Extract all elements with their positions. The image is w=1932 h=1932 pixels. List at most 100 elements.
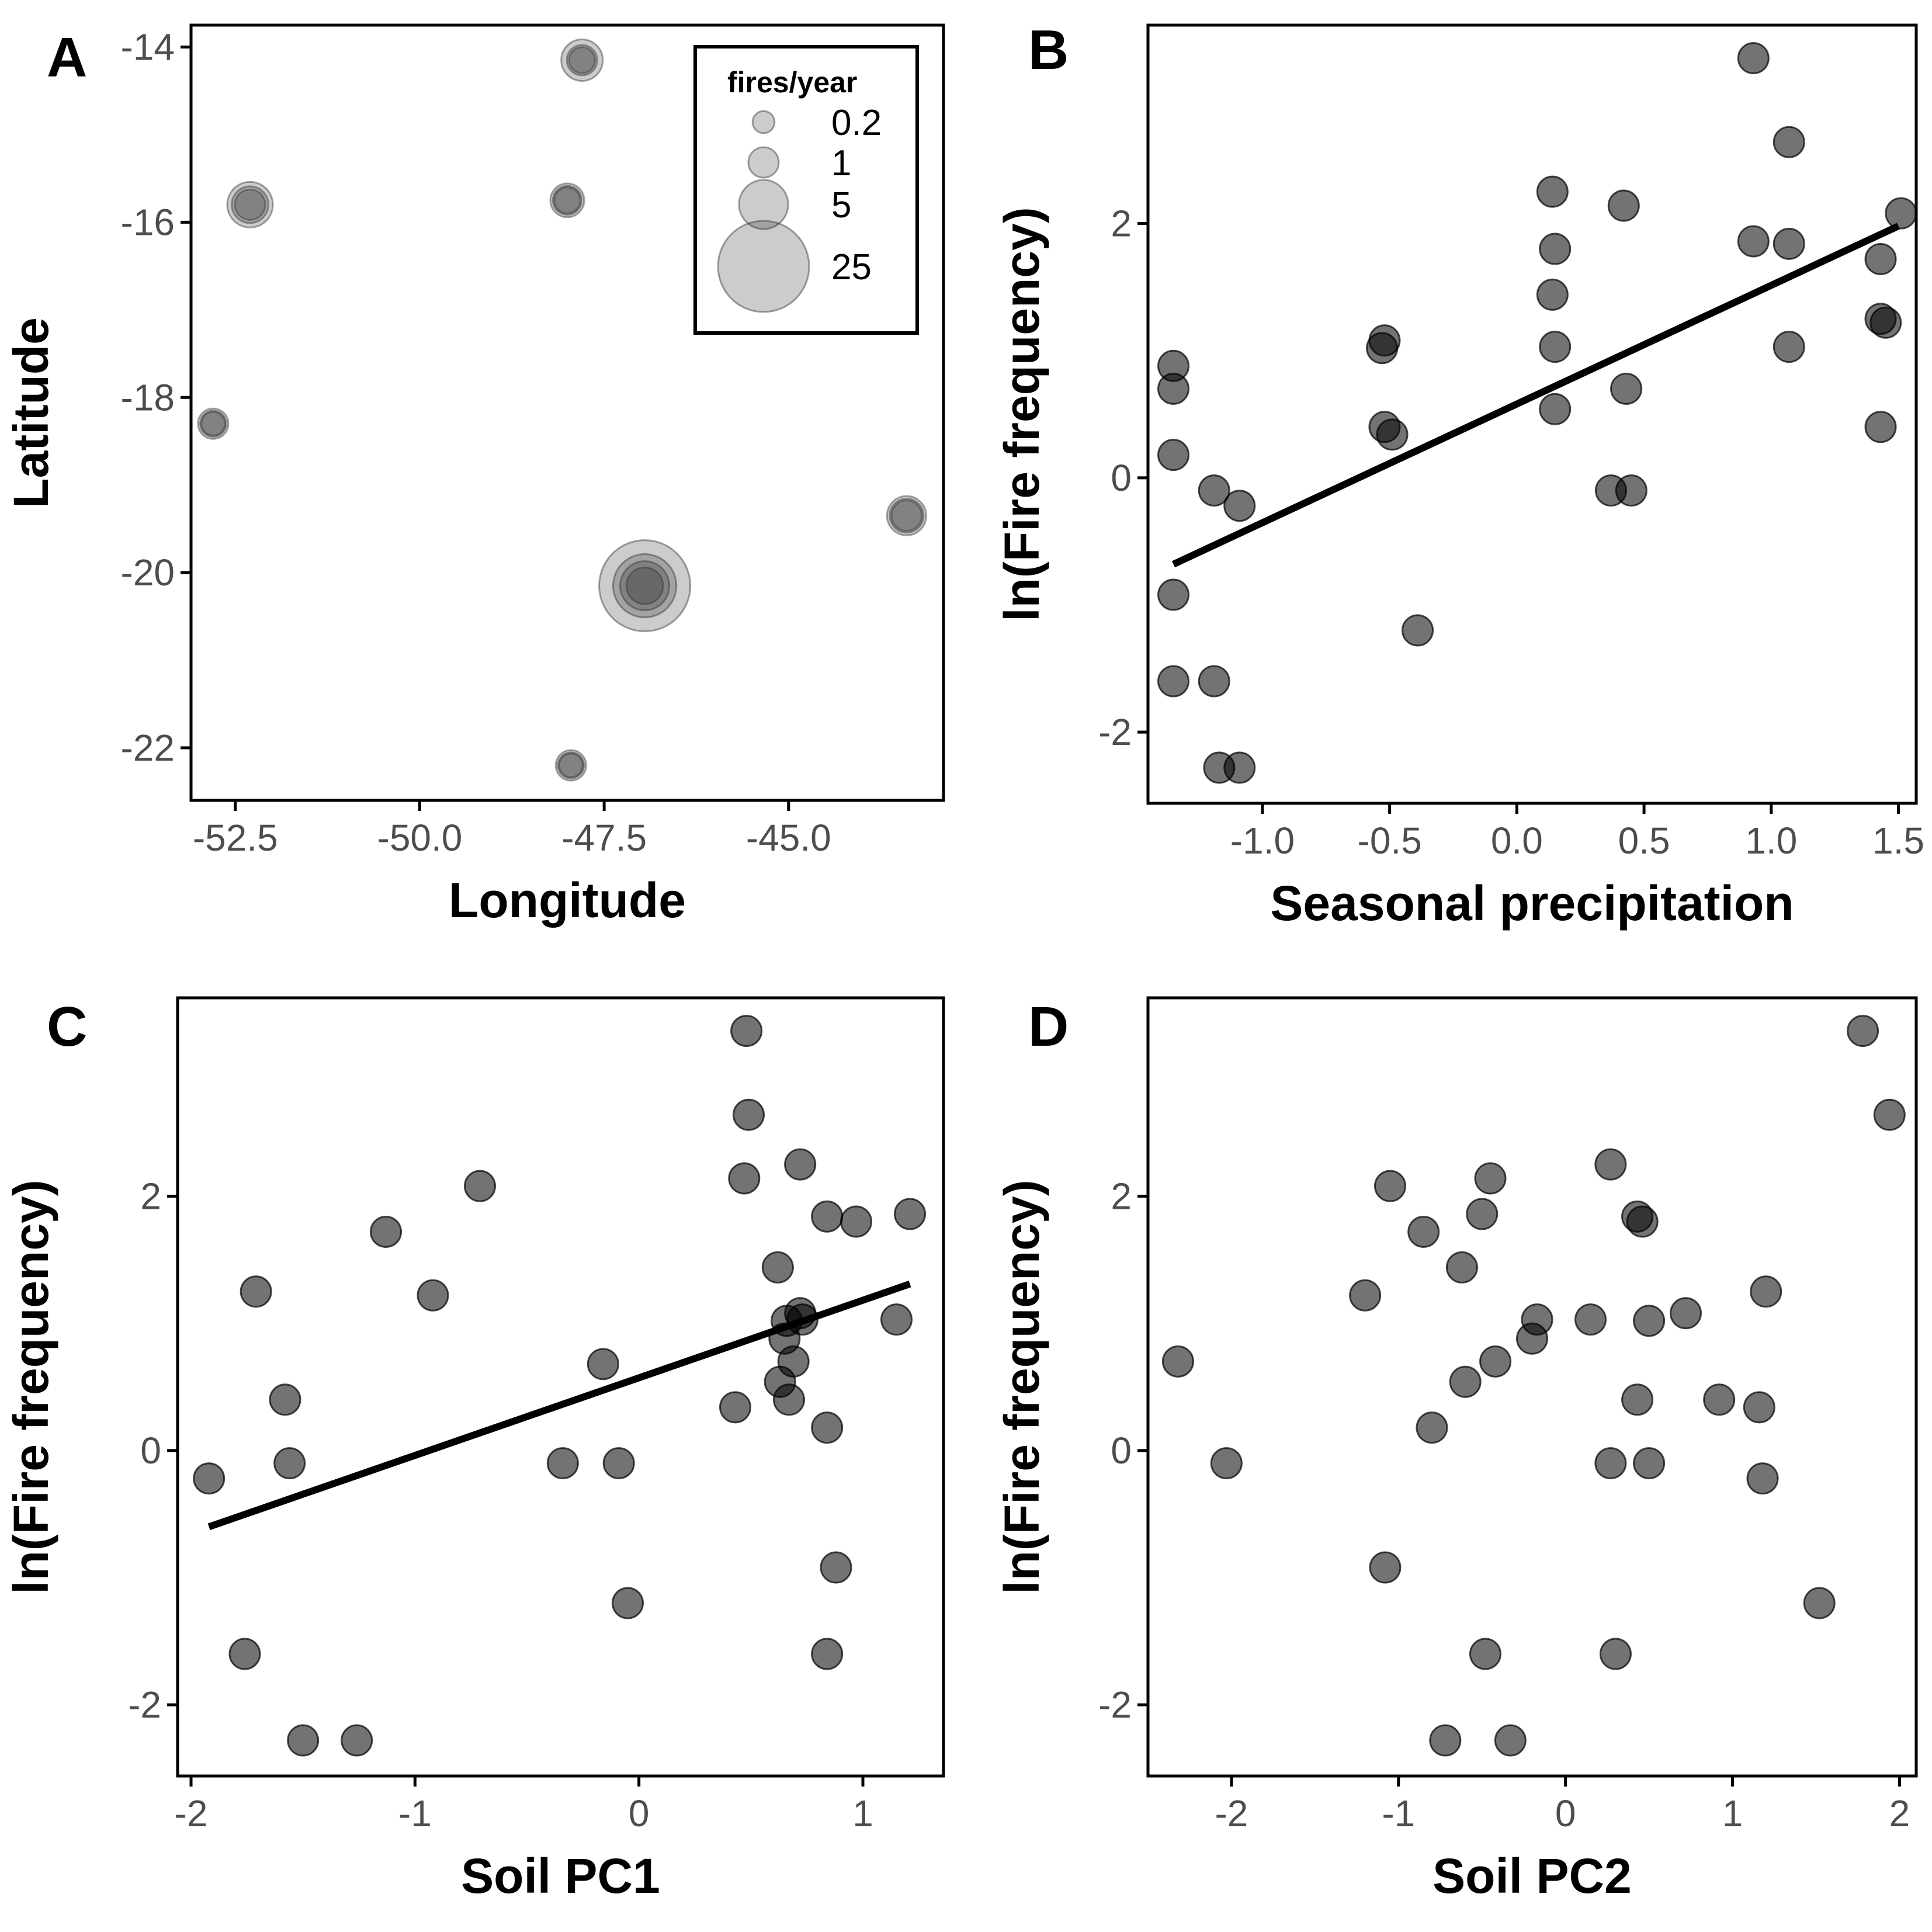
x-tick-label: 0.5: [1618, 820, 1670, 862]
x-tick-label: -0.5: [1358, 820, 1422, 862]
data-point: [1161, 1345, 1194, 1378]
y-axis-title: ln(Fire frequency): [4, 1180, 58, 1594]
data-point: [1376, 418, 1409, 451]
data-point: [1198, 665, 1230, 698]
x-tick-label: -47.5: [561, 817, 647, 859]
data-point: [568, 46, 596, 74]
data-point: [1366, 332, 1399, 365]
data-point: [1864, 411, 1897, 443]
panel-d: -2 -1 0 1 2 -2 0 2 Soil PC2 ln(Fire frequency) D: [994, 996, 1918, 1903]
data-point: [193, 1462, 226, 1495]
y-axis-title: ln(Fire frequency): [994, 1180, 1049, 1594]
data-point: [1402, 614, 1434, 647]
data-point: [1536, 278, 1569, 311]
data-point: [1670, 1297, 1702, 1330]
data-point: [1449, 1365, 1482, 1398]
y-tick-label: -14: [121, 26, 175, 68]
data-point: [602, 1447, 635, 1480]
x-axis-title: Longitude: [449, 873, 686, 928]
data-point: [587, 1348, 619, 1381]
data-point: [811, 1200, 844, 1233]
data-point: [886, 495, 927, 536]
x-tick-label: 1.5: [1872, 820, 1924, 862]
data-point: [558, 752, 584, 778]
panel-tag: C: [47, 996, 87, 1058]
data-point: [1157, 372, 1190, 405]
data-point: [549, 182, 585, 218]
x-tick-label: -1: [398, 1792, 432, 1834]
data-point: [1466, 1198, 1499, 1230]
data-point: [719, 1391, 751, 1424]
y-axis-title: Latitude: [4, 317, 58, 508]
data-point: [551, 185, 583, 216]
y-tick-label: 0: [1111, 1430, 1132, 1472]
panel-tag: B: [1028, 19, 1069, 81]
data-point: [761, 1251, 794, 1284]
x-tick-label: 1.0: [1745, 820, 1797, 862]
data-point: [1633, 1447, 1666, 1480]
data-point: [777, 1345, 810, 1378]
data-point: [784, 1148, 817, 1181]
data-point: [1594, 1148, 1627, 1181]
plot-frame: [1146, 996, 1918, 1778]
data-point: [598, 539, 692, 633]
data-point: [1615, 474, 1647, 507]
panel-c: -2 -1 0 1 -2 0 2 Soil PC1 ln(Fire frequency) C: [4, 996, 945, 1903]
legend-key: [717, 220, 810, 313]
data-point: [811, 1411, 844, 1444]
data-point: [240, 1275, 272, 1308]
legend-label: 0.2: [831, 103, 882, 143]
data-point: [1864, 242, 1897, 275]
data-point: [1847, 1015, 1879, 1047]
data-point: [1773, 227, 1805, 260]
data-point: [1210, 1447, 1243, 1480]
data-point: [773, 1383, 805, 1416]
data-point: [234, 188, 266, 221]
panel-tag: D: [1028, 996, 1069, 1058]
data-point: [226, 181, 274, 228]
data-point: [889, 498, 925, 534]
data-point: [269, 1383, 301, 1416]
data-point: [894, 1198, 926, 1230]
x-tick-label: 0: [1555, 1792, 1576, 1834]
data-point: [1610, 372, 1643, 405]
data-point: [1737, 225, 1770, 258]
data-point: [1369, 1551, 1402, 1584]
trend-line: [207, 1281, 911, 1531]
data-point: [553, 186, 581, 214]
data-point: [1407, 1215, 1440, 1248]
panel-tag: A: [47, 26, 87, 89]
x-tick-label: -2: [1215, 1792, 1248, 1834]
y-tick-label: -22: [121, 727, 175, 769]
data-point: [1536, 175, 1569, 208]
data-point: [730, 1015, 763, 1047]
x-tick-label: -45.0: [746, 817, 831, 859]
data-point: [546, 1447, 579, 1480]
data-point: [464, 1170, 496, 1202]
plot-frame: [189, 23, 945, 802]
data-point: [612, 1587, 644, 1619]
legend-key: [747, 146, 780, 179]
y-tick-label: 2: [1111, 1175, 1132, 1218]
y-tick-label: -2: [128, 1684, 161, 1726]
y-tick-label: -20: [121, 551, 175, 594]
data-point: [1429, 1724, 1462, 1757]
data-point: [1885, 197, 1917, 230]
legend-key: [738, 179, 789, 230]
legend-label: 25: [831, 247, 872, 287]
data-point: [625, 566, 664, 605]
plot-frame: [176, 996, 945, 1778]
data-point: [1743, 1391, 1775, 1424]
data-point: [1157, 578, 1190, 611]
data-point: [557, 751, 585, 779]
data-point: [1223, 490, 1256, 522]
data-point: [619, 560, 671, 612]
data-point: [880, 1303, 913, 1336]
data-point: [1539, 233, 1572, 265]
x-axis-title: Soil PC1: [461, 1848, 660, 1903]
x-axis-title: Seasonal precipitation: [1270, 876, 1794, 931]
data-point: [1599, 1638, 1632, 1670]
data-point: [1869, 306, 1902, 339]
y-tick-label: 0: [1111, 457, 1132, 499]
